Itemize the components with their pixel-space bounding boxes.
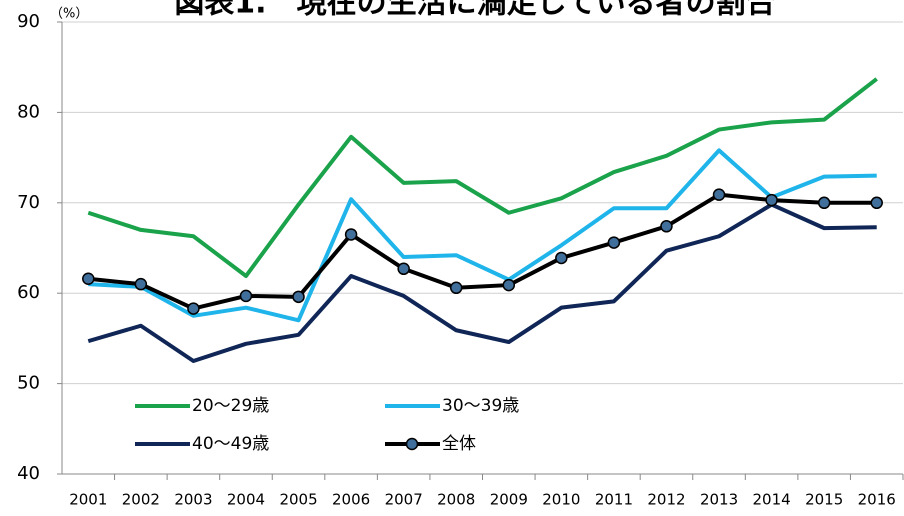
x-tick-label: 2004 [227, 491, 265, 509]
y-tick-label: 50 [17, 373, 40, 394]
legend-label: 20〜29歳 [192, 396, 269, 416]
series-line [88, 192, 877, 311]
chart-title: 図表1. 現在の生活に満足している者の割合 [174, 0, 775, 21]
x-tick-label: 2011 [595, 491, 633, 509]
point [870, 196, 883, 210]
legend-label: 全体 [442, 434, 476, 454]
point [607, 236, 621, 249]
point [82, 272, 95, 285]
point [660, 220, 673, 233]
point [712, 188, 726, 201]
point [817, 196, 831, 210]
series-line [87, 77, 878, 279]
point [187, 302, 200, 315]
y-tick-label: 60 [17, 282, 40, 303]
legend-label: 40〜49歳 [192, 434, 269, 454]
series-line [88, 148, 877, 323]
point [292, 290, 305, 304]
point [765, 193, 778, 207]
y-unit: （%） [50, 7, 88, 22]
x-tick-label: 2013 [700, 491, 738, 509]
x-tick-label: 2002 [122, 491, 160, 509]
series-line [87, 202, 877, 363]
point [344, 228, 358, 241]
x-tick-label: 2007 [385, 491, 423, 509]
y-tick-label: 70 [17, 192, 40, 213]
y-tick-label: 90 [17, 11, 40, 32]
x-tick-label: 2016 [858, 491, 896, 509]
x-tick-label: 2012 [647, 491, 685, 509]
point [134, 277, 148, 291]
x-tick-label: 2009 [490, 491, 528, 509]
x-tick-label: 2006 [332, 491, 370, 509]
x-tick-label: 2015 [805, 491, 843, 509]
x-tick-label: 2003 [174, 491, 212, 509]
x-tick-label: 2005 [279, 491, 317, 509]
point [239, 289, 253, 303]
legend-label: 30〜39歳 [442, 396, 519, 416]
x-tick-label: 2008 [437, 491, 475, 509]
point [449, 281, 463, 295]
point [502, 278, 516, 292]
x-tick-label: 2001 [69, 491, 107, 509]
point [555, 251, 568, 265]
legend-marker [405, 437, 419, 451]
y-tick-label: 40 [17, 463, 40, 484]
x-tick-label: 2014 [753, 491, 791, 509]
y-tick-label: 80 [17, 101, 40, 122]
x-tick-label: 2010 [542, 491, 580, 509]
point [397, 262, 410, 276]
